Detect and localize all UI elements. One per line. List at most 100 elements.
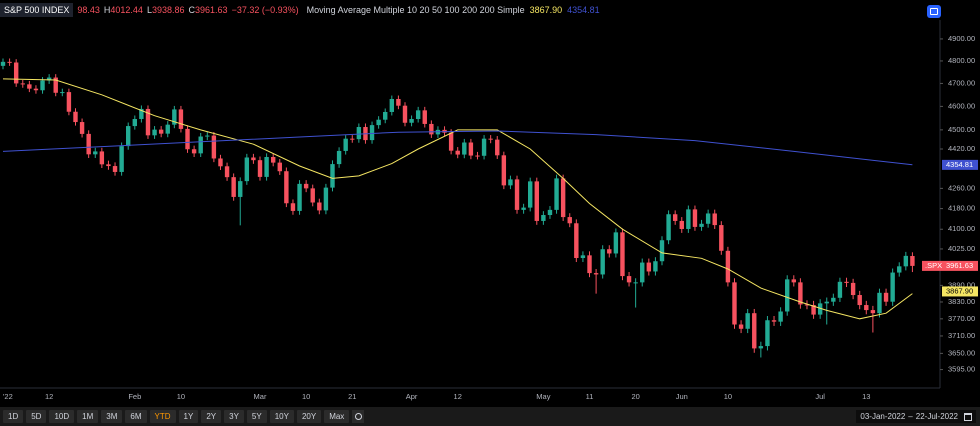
y-tick-label: 4025.00 (948, 244, 975, 253)
range-button[interactable]: 10D (49, 410, 75, 423)
candle-body (277, 162, 282, 172)
candle-body (172, 109, 177, 125)
candle-body (178, 109, 184, 129)
high-key: H (103, 5, 111, 15)
candle-body (132, 118, 137, 127)
candle-body (27, 84, 32, 89)
y-tick-label: 3770.00 (948, 314, 975, 323)
price-tag-box (922, 260, 942, 271)
close-key: C (188, 5, 196, 15)
range-button[interactable]: 20Y (296, 410, 322, 423)
candle-body (244, 157, 250, 182)
y-tick-label: 3595.00 (948, 365, 975, 374)
candle-body (804, 304, 810, 306)
candle-body (86, 133, 91, 155)
candle-body (350, 138, 355, 140)
range-button[interactable]: Max (324, 410, 350, 423)
range-button[interactable]: 1Y (178, 410, 199, 423)
range-buttons: 1D 5D 10D 1M 3M 6M YTD 1Y 2Y 3Y 5Y 10Y 20Y Max (3, 410, 350, 423)
x-tick-label: 10 (724, 392, 732, 401)
candle-body (264, 157, 269, 177)
price-label-box (942, 260, 978, 271)
candle-body (270, 157, 276, 163)
y-tick-label: 3890.00 (948, 280, 975, 289)
candle-body (284, 171, 289, 204)
candle-body (910, 256, 915, 266)
high-value: 4012.44 (110, 5, 143, 15)
candle-body (508, 179, 513, 186)
date-range[interactable]: 03-Jan-2022 – 22-Jul-2022 (856, 410, 976, 423)
candle-body (883, 292, 889, 302)
range-button[interactable]: 1D (3, 410, 24, 423)
x-tick-label: 12 (45, 392, 53, 401)
candle-body (837, 281, 843, 298)
candle-body (415, 110, 421, 119)
candle-body (613, 232, 619, 254)
candle-body (20, 83, 25, 85)
candle-body (719, 225, 724, 251)
candle-body (99, 151, 105, 165)
date-from: 03-Jan-2022 (860, 412, 906, 421)
candle-body (626, 276, 632, 283)
range-button[interactable]: 3M (101, 410, 123, 423)
candle-body (738, 324, 744, 329)
study-name: Moving Average Multiple 10 20 50 100 200… (306, 5, 525, 15)
moving-average-line (2, 130, 913, 166)
candle-body (40, 80, 45, 91)
range-button[interactable]: 5Y (246, 410, 267, 423)
change: −37.32 (−0.93%) (231, 5, 299, 15)
gear-button[interactable] (352, 410, 365, 423)
candle-body (890, 272, 895, 302)
range-button[interactable]: 2Y (201, 410, 222, 423)
candle-body (785, 279, 790, 312)
price-label: 4354.81 (946, 160, 973, 169)
candle-body (218, 158, 223, 167)
low-value: 3938.86 (151, 5, 185, 15)
y-tick-label: 4800.00 (948, 56, 975, 65)
x-tick-label: May (536, 392, 550, 401)
candle-body (850, 282, 856, 296)
candle-body (191, 149, 197, 154)
range-button[interactable]: 6M (125, 410, 147, 423)
date-to: 22-Jul-2022 (915, 412, 958, 421)
candle-body (119, 146, 124, 172)
candle-body (528, 181, 533, 208)
candle-body (106, 164, 111, 167)
candle-body (686, 209, 691, 229)
range-button[interactable]: 1M (77, 410, 99, 423)
x-tick-label: Jul (815, 392, 825, 401)
date-sep: – (908, 412, 913, 421)
settings-button[interactable] (927, 5, 941, 18)
candle-body (343, 138, 348, 151)
x-tick-label: Mar (254, 392, 267, 401)
range-button[interactable]: YTD (149, 410, 176, 423)
candle-body (462, 142, 467, 155)
candle-body (53, 77, 58, 93)
candle-body (672, 214, 678, 221)
candle-body (732, 282, 737, 325)
range-button[interactable]: 3Y (224, 410, 244, 423)
candle-body (369, 125, 375, 141)
candle-body (653, 261, 658, 272)
range-button[interactable]: 10Y (269, 410, 294, 423)
candle-body (870, 310, 876, 314)
candle-body (488, 138, 493, 140)
candle-body (145, 108, 151, 136)
candle-body (560, 178, 566, 218)
y-tick-label: 3710.00 (948, 331, 975, 340)
range-button[interactable]: 5D (26, 410, 47, 423)
price-label: 3867.90 (946, 286, 973, 295)
candle-body (376, 119, 381, 126)
candle-body (580, 255, 586, 259)
candle-body (422, 110, 427, 124)
candle-body (521, 207, 526, 210)
candle-body (402, 105, 408, 123)
x-tick-label: 12 (454, 392, 462, 401)
x-tick-label: 10 (302, 392, 310, 401)
x-tick-label: 13 (862, 392, 870, 401)
candle-body (185, 128, 190, 150)
y-tick-label: 4900.00 (948, 34, 975, 43)
candle-body (745, 313, 750, 329)
candle-body (791, 279, 796, 283)
